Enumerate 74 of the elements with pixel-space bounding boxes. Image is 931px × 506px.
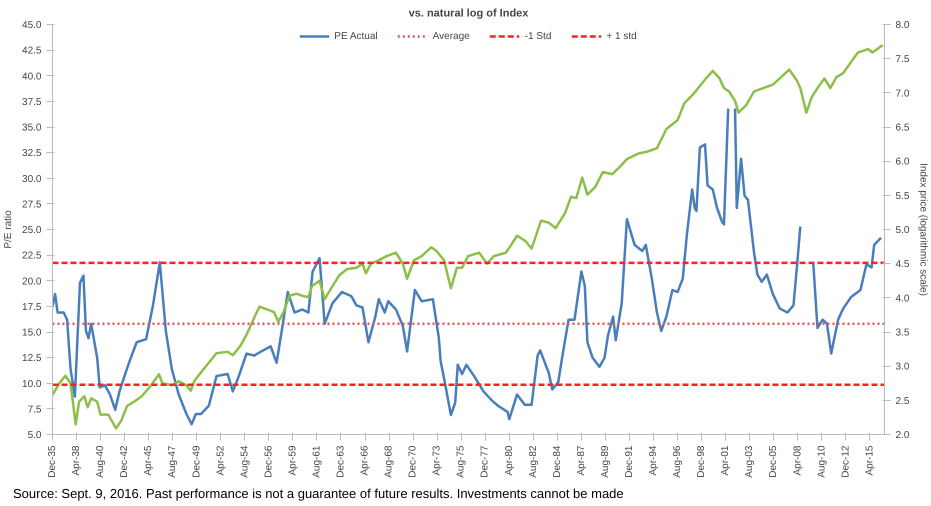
- x-tick-label: Aug-10: [816, 445, 828, 478]
- x-tick-label: Aug-61: [311, 445, 322, 478]
- x-tick-label: Aug-96: [672, 445, 684, 478]
- x-tick-label: Dec-05: [768, 445, 780, 478]
- y2-tick-label: 5.5: [896, 190, 910, 202]
- y2-tick-label: 2.0: [896, 430, 910, 441]
- x-tick-label: Apr-08: [792, 445, 804, 476]
- line-series: [52, 44, 884, 430]
- x-tick-label: Apr-38: [71, 445, 82, 476]
- source-note: Source: Sept. 9, 2016. Past performance is not a guarantee of future results. Investments cannot be made: [13, 485, 624, 503]
- x-tick-label: Dec-56: [263, 445, 274, 478]
- y2-tick-label: 2.5: [896, 396, 910, 407]
- y2-tick-label: 7.0: [896, 88, 910, 100]
- legend-label: -1 Std: [524, 30, 552, 42]
- y-tick-label: 20.0: [22, 276, 42, 288]
- x-tick-label: Dec-49: [191, 445, 202, 478]
- y-axis-title: P/E ratio: [3, 210, 14, 249]
- x-tick-label: Aug-54: [239, 445, 250, 478]
- y2-tick-label: 3.5: [896, 328, 910, 338]
- y-tick-label: 42.5: [22, 46, 42, 57]
- x-tick-label: Apr-15: [864, 445, 876, 476]
- y-tick-label: 15.0: [22, 328, 42, 338]
- x-tick-label: Dec-42: [119, 445, 130, 478]
- y2-tick-label: 5.0: [896, 225, 910, 236]
- chart-title: vs. natural log of Index: [408, 8, 530, 20]
- legend-label: Average: [432, 30, 470, 42]
- y2-tick-label: 6.0: [896, 156, 910, 168]
- y2-tick-label: 4.0: [896, 293, 910, 304]
- x-tick-label: Dec-84: [552, 445, 563, 478]
- y-tick-label: 5.0: [28, 430, 42, 441]
- x-tick-label: Apr-45: [143, 445, 154, 476]
- x-tick-label: Apr-73: [432, 445, 443, 476]
- y-tick-label: 37.5: [22, 96, 42, 108]
- x-tick-label: Aug-82: [528, 445, 539, 478]
- y2-tick-label: 3.0: [896, 362, 910, 373]
- y-tick-label: 12.5: [22, 353, 42, 364]
- x-tick-label: Apr-80: [504, 445, 515, 476]
- x-tick-label: Apr-59: [287, 445, 298, 476]
- legend-label: PE Actual: [334, 30, 378, 42]
- x-tick-label: Dec-70: [408, 445, 419, 478]
- y2-axis-title: Index price (logarithmic scale): [917, 163, 928, 296]
- x-tick-label: Dec-98: [696, 445, 708, 478]
- y2-tick-label: 6.5: [896, 122, 910, 134]
- y2-tick-label: 7.5: [896, 54, 910, 66]
- x-tick-label: Apr-01: [720, 445, 732, 476]
- y-tick-label: 7.5: [28, 404, 42, 416]
- x-tick-label: Aug-47: [167, 445, 178, 478]
- y-tick-label: 32.5: [22, 148, 42, 160]
- y-tick-label: 45.0: [22, 20, 42, 31]
- x-tick-label: Dec-12: [840, 445, 852, 478]
- y-tick-label: 17.5: [22, 302, 42, 313]
- y2-tick-label: 8.0: [896, 20, 910, 31]
- x-tick-label: Dec-91: [624, 445, 635, 478]
- legend-label: + 1 std: [606, 30, 637, 42]
- x-tick-label: Apr-87: [576, 445, 587, 476]
- x-tick-label: Aug-68: [384, 445, 395, 478]
- x-tick-label: Apr-52: [215, 445, 226, 476]
- y-tick-label: 30.0: [22, 174, 42, 185]
- x-tick-label: Dec-63: [335, 445, 346, 478]
- y-tick-label: 25.0: [22, 225, 42, 236]
- x-tick-label: Dec-35: [47, 445, 58, 478]
- x-tick-label: Apr-66: [360, 445, 371, 476]
- y2-tick-label: 4.5: [896, 259, 910, 270]
- x-tick-label: Dec-77: [480, 445, 491, 478]
- x-tick-label: Apr-94: [648, 445, 660, 476]
- x-tick-label: Aug-89: [600, 445, 611, 478]
- x-tick-label: Aug-03: [744, 445, 756, 478]
- y-tick-label: 35.0: [22, 122, 42, 134]
- y-tick-label: 40.0: [22, 71, 42, 82]
- y-tick-label: 27.5: [22, 199, 42, 210]
- y-tick-label: 22.5: [22, 250, 42, 262]
- y-tick-label: 10.0: [22, 378, 42, 390]
- x-tick-label: Aug-40: [95, 445, 106, 478]
- x-tick-label: Aug-75: [456, 445, 467, 478]
